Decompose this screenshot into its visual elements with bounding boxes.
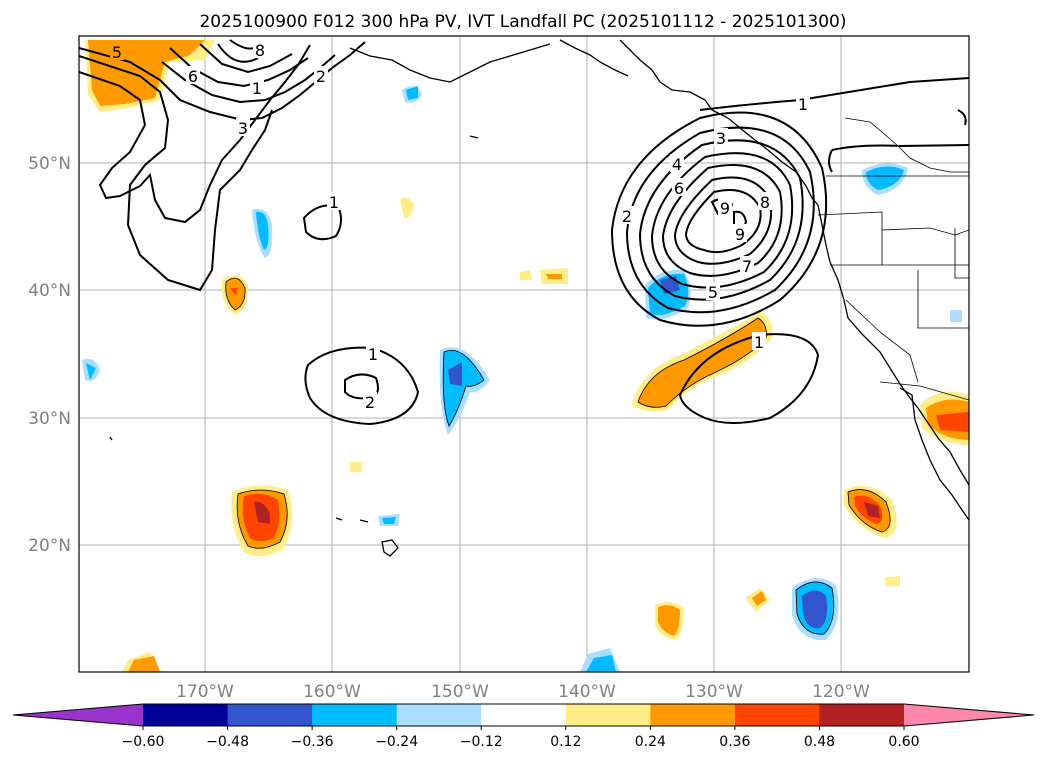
colorbar-tick-label: 0.24 [635,734,666,750]
colorbar-tick-label: 0.12 [550,734,581,750]
colorbar-bin [565,704,651,726]
contour-label: 2 [316,67,326,86]
colorbar-tick-label: −0.48 [206,734,249,750]
colorbar-tick-label: −0.36 [291,734,334,750]
anomaly-outlines [225,277,891,635]
lon-labels: 170°W 160°W 150°W 140°W 130°W 120°W [176,682,870,702]
contour-label: 3 [238,119,248,138]
contour-label: 1 [754,333,764,352]
contour-label: 1 [798,95,808,114]
contour-label: 8 [760,193,770,212]
lat-label: 40°N [28,281,71,301]
chart-title: 2025100900 F012 300 hPa PV, IVT Landfall… [199,12,846,32]
lon-label: 160°W [303,682,361,702]
colorbar-tick-label: −0.12 [460,734,503,750]
lon-label: 140°W [558,682,616,702]
contour-label: 2 [365,393,375,412]
borders [817,117,969,401]
colorbar-bin [481,704,567,726]
contour-label: 1 [329,193,339,212]
colorbar-tick-label: −0.24 [375,734,418,750]
colorbar-bin [396,704,482,726]
colorbar-bin [734,704,820,726]
contour-label: 5 [708,283,718,302]
contour-label: 8 [255,41,265,60]
contour-label: 9 [735,225,745,244]
colorbar-tick-label: 0.60 [888,734,919,750]
colorbar-tick-label: 0.48 [804,734,835,750]
contour-label: 9 [720,199,730,218]
contour-label: 5 [112,43,122,62]
colorbar-bin [819,704,905,726]
colorbar: −0.60 −0.48 −0.36 −0.24 −0.12 0.12 0.24 0.36 0.4… [12,703,1035,750]
colorbar-extend-low [13,704,143,726]
contour-label: 7 [742,257,752,276]
contour-label: 6 [188,67,198,86]
lon-label: 150°W [431,682,489,702]
colorbar-bin [312,704,398,726]
lat-label: 20°N [28,536,71,556]
contour-label: 1 [368,345,378,364]
lon-label: 170°W [176,682,234,702]
map-layers: 5 8 6 1 2 3 1 1 2 3 4 6 2 9 [79,36,969,672]
colorbar-tick-label: 0.36 [719,734,750,750]
contour-labels: 5 8 6 1 2 3 1 1 2 3 4 6 2 9 [110,40,810,412]
map-background [79,36,969,672]
colorbar-bin [143,704,229,726]
lon-label: 130°W [685,682,743,702]
colorbar-extend-high [904,704,1034,726]
lat-label: 30°N [28,409,71,429]
contour-label: 6 [674,179,684,198]
colorbar-bin [650,704,736,726]
map-frame [78,35,970,673]
contour-label: 4 [672,155,682,174]
colorbar-tick-label: −0.60 [122,734,165,750]
contour-label: 1 [252,79,262,98]
contours [79,39,969,426]
lat-labels: 50°N 40°N 30°N 20°N [28,154,71,556]
contour-label: 3 [716,129,726,148]
lat-label: 50°N [28,154,71,174]
contour-label: 2 [622,207,632,226]
lon-label: 120°W [812,682,870,702]
colorbar-bin [227,704,313,726]
